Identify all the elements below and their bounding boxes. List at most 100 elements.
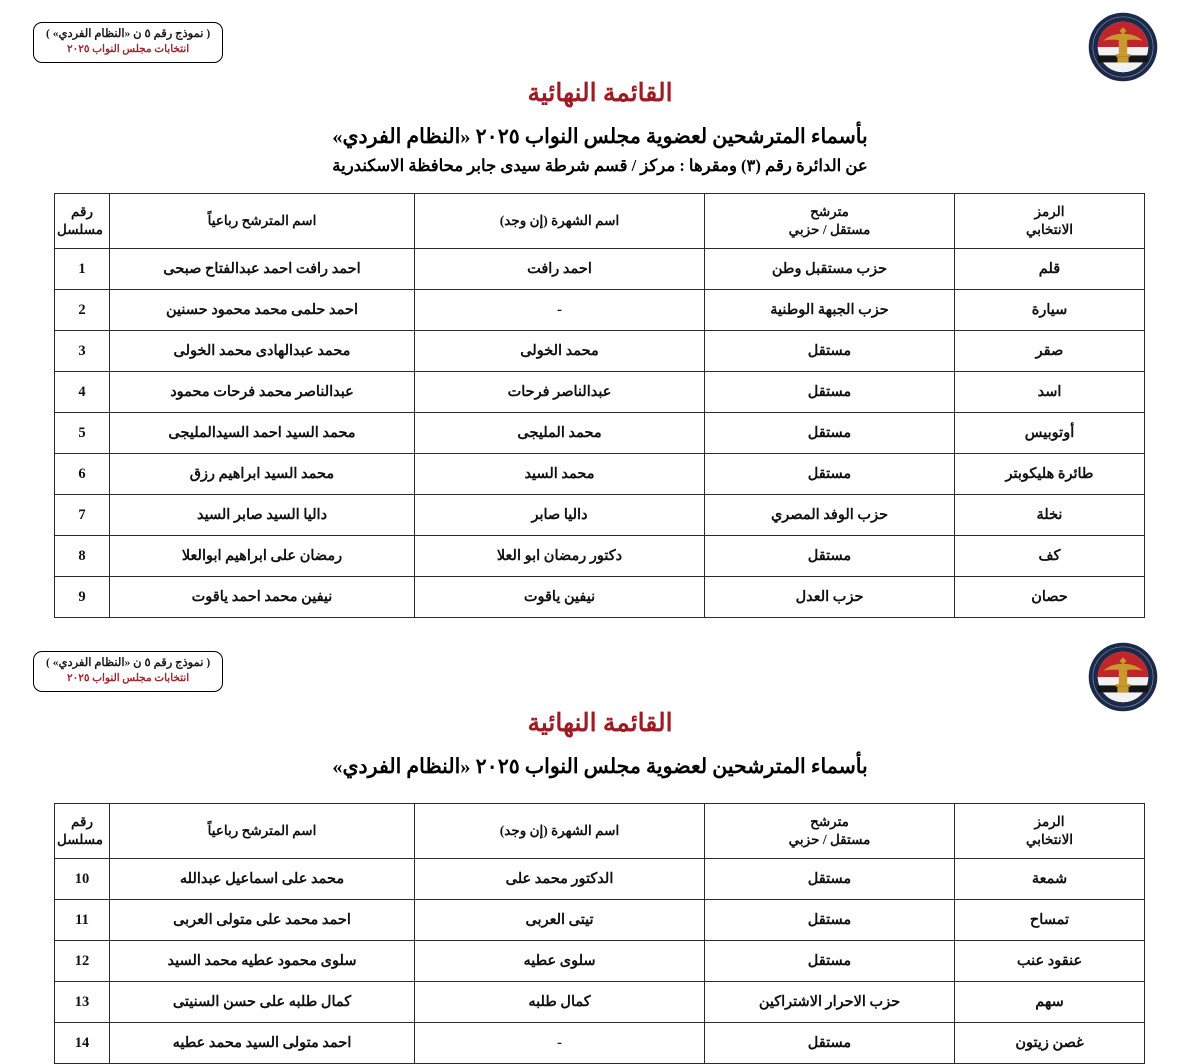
column-header-nickname: اسم الشهرة (إن وجد) (414, 803, 705, 859)
candidate-party-cell: مستقل (704, 371, 955, 413)
candidate-symbol-cell: اسد (954, 371, 1145, 413)
candidate-full-name-cell: محمد السيد احمد السيدالمليجى (109, 412, 415, 454)
title-block-2: القائمة النهائية بأسماء المترشحين لعضوية… (0, 700, 1200, 786)
candidate-symbol-cell: سيارة (954, 289, 1145, 331)
column-header-party-line1: مترشح (810, 813, 849, 829)
candidate-nickname-cell: نيفين ياقوت (414, 576, 705, 618)
candidate-serial-cell: 6 (54, 453, 110, 495)
form-stamp-box-2: ( نموذج رقم ٥ ن «النظام الفردي» ) انتخاب… (33, 651, 224, 692)
candidate-full-name-cell: محمد عبدالهادى محمد الخولى (109, 330, 415, 372)
candidate-serial-cell: 1 (54, 248, 110, 290)
table-row: سيارة حزب الجبهة الوطنية - احمد حلمى محمد م… (54, 289, 1145, 331)
candidate-serial-cell: 9 (54, 576, 110, 618)
candidate-full-name-cell: سلوى محمود عطيه محمد السيد (109, 940, 415, 982)
column-header-serial: رقم مسلسل (54, 803, 110, 859)
candidate-serial-cell: 3 (54, 330, 110, 372)
candidate-full-name-cell: كمال طلبه على حسن السنيتى (109, 981, 415, 1023)
candidates-table-2: الرمز الانتخابي مترشح مستقل / حزبي اسم ا… (54, 803, 1145, 1064)
candidate-symbol-cell: نخلة (954, 494, 1145, 536)
column-header-serial-line2: مسلسل (56, 832, 103, 847)
candidate-serial-cell: 14 (54, 1022, 110, 1064)
column-header-full-name-line1: اسم المترشح رباعياً (207, 212, 317, 228)
candidate-serial-cell: 12 (54, 940, 110, 982)
form-stamp-line-2-2: انتخابات مجلس النواب ٢٠٢٥ (66, 672, 190, 684)
section-divider-gap (0, 618, 1200, 638)
candidate-party-cell: حزب الاحرار الاشتراكين (704, 981, 955, 1023)
candidate-serial-cell: 4 (54, 371, 110, 413)
candidate-full-name-cell: داليا السيد صابر السيد (109, 494, 415, 536)
candidate-party-cell: مستقل (704, 453, 955, 495)
table-row: نخلة حزب الوفد المصري داليا صابر داليا السي… (54, 494, 1145, 536)
candidate-full-name-cell: محمد السيد ابراهيم رزق (109, 453, 415, 495)
form-stamp-line-1-2: ( نموذج رقم ٥ ن «النظام الفردي» ) (46, 657, 211, 669)
column-header-nickname: اسم الشهرة (إن وجد) (414, 193, 705, 249)
page-title-main-2: القائمة النهائية (527, 710, 673, 737)
candidate-full-name-cell: محمد على اسماعيل عبدالله (109, 858, 415, 900)
candidate-party-cell: مستقل (704, 535, 955, 577)
candidate-nickname-cell: سلوى عطيه (414, 940, 705, 982)
candidate-symbol-cell: أوتوبيس (954, 412, 1145, 454)
form-stamp-line-1: ( نموذج رقم ٥ ن «النظام الفردي» ) (46, 28, 211, 40)
candidate-party-cell: مستقل (704, 1022, 955, 1064)
candidate-nickname-cell: الدكتور محمد على (414, 858, 705, 900)
candidate-serial-cell: 10 (54, 858, 110, 900)
table-header-row: الرمز الانتخابي مترشح مستقل / حزبي اسم ا… (54, 193, 1145, 249)
column-header-serial-line1: رقم (71, 813, 93, 829)
table-row: تمساح مستقل تيتى العربى احمد محمد على متولى… (54, 899, 1145, 941)
table-row: حصان حزب العدل نيفين ياقوت نيفين محمد احمد … (54, 576, 1145, 618)
candidate-full-name-cell: احمد حلمى محمد محمود حسنين (109, 289, 415, 331)
candidate-symbol-cell: كف (954, 535, 1145, 577)
candidate-nickname-cell: - (414, 1022, 705, 1064)
candidate-full-name-cell: احمد محمد على متولى العربى (109, 899, 415, 941)
national-election-authority-emblem-icon (1088, 12, 1158, 82)
candidate-serial-cell: 7 (54, 494, 110, 536)
page-title-sub-2: بأسماء المترشحين لعضوية مجلس النواب ٢٠٢٥… (332, 756, 868, 778)
candidate-party-cell: حزب مستقبل وطن (704, 248, 955, 290)
candidate-nickname-cell: تيتى العربى (414, 899, 705, 941)
column-header-nickname-line1: اسم الشهرة (إن وجد) (499, 212, 620, 228)
column-header-symbol-line2: الانتخابي (1025, 832, 1074, 847)
column-header-symbol: الرمز الانتخابي (954, 193, 1145, 249)
column-header-party-line1: مترشح (810, 203, 849, 219)
table-row: سهم حزب الاحرار الاشتراكين كمال طلبه كمال ط… (54, 981, 1145, 1023)
table-row: طائرة هليكوبتر مستقل محمد السيد محمد السيد … (54, 453, 1145, 495)
table-row: صقر مستقل محمد الخولى محمد عبدالهادى محمد ا… (54, 330, 1145, 372)
candidate-full-name-cell: احمد رافت احمد عبدالفتاح صبحى (109, 248, 415, 290)
form-stamp-box: ( نموذج رقم ٥ ن «النظام الفردي» ) انتخاب… (33, 22, 224, 63)
candidate-symbol-cell: حصان (954, 576, 1145, 618)
column-header-serial: رقم مسلسل (54, 193, 110, 249)
candidates-table-body-1: قلم حزب مستقبل وطن احمد رافت احمد رافت احمد… (54, 248, 1145, 618)
candidate-nickname-cell: احمد رافت (414, 248, 705, 290)
candidate-symbol-cell: طائرة هليكوبتر (954, 453, 1145, 495)
table-row: شمعة مستقل الدكتور محمد على محمد على اسماعي… (54, 858, 1145, 900)
candidate-nickname-cell: كمال طلبه (414, 981, 705, 1023)
column-header-party-line2: مستقل / حزبي (788, 222, 871, 237)
candidates-table-1: الرمز الانتخابي مترشح مستقل / حزبي اسم ا… (54, 193, 1145, 618)
candidate-serial-cell: 13 (54, 981, 110, 1023)
column-header-symbol-line1: الرمز (1034, 813, 1065, 829)
form-stamp-line-2: انتخابات مجلس النواب ٢٠٢٥ (66, 43, 190, 55)
column-header-full-name: اسم المترشح رباعياً (109, 803, 415, 859)
column-header-full-name-line1: اسم المترشح رباعياً (207, 822, 317, 838)
national-election-authority-emblem-icon-2 (1088, 642, 1158, 712)
candidate-symbol-cell: قلم (954, 248, 1145, 290)
candidate-symbol-cell: تمساح (954, 899, 1145, 941)
candidate-serial-cell: 2 (54, 289, 110, 331)
candidate-full-name-cell: نيفين محمد احمد ياقوت (109, 576, 415, 618)
column-header-party: مترشح مستقل / حزبي (704, 193, 955, 249)
header-strip-2: ( نموذج رقم ٥ ن «النظام الفردي» ) انتخاب… (0, 638, 1200, 712)
candidate-nickname-cell: محمد السيد (414, 453, 705, 495)
district-line-1: عن الدائرة رقم (٣) ومقرها : مركز / قسم ش… (332, 156, 868, 175)
candidate-full-name-cell: احمد متولى السيد محمد عطيه (109, 1022, 415, 1064)
table-wrap-2: الرمز الانتخابي مترشح مستقل / حزبي اسم ا… (0, 803, 1200, 1064)
table-row: كف مستقل دكتور رمضان ابو العلا رمضان على اب… (54, 535, 1145, 577)
table-row: غصن زيتون مستقل - احمد متولى السيد محمد عطي… (54, 1022, 1145, 1064)
candidate-serial-cell: 5 (54, 412, 110, 454)
candidate-party-cell: مستقل (704, 412, 955, 454)
candidate-nickname-cell: داليا صابر (414, 494, 705, 536)
candidate-party-cell: حزب العدل (704, 576, 955, 618)
candidate-symbol-cell: عنقود عنب (954, 940, 1145, 982)
candidate-nickname-cell: دكتور رمضان ابو العلا (414, 535, 705, 577)
candidate-party-cell: حزب الجبهة الوطنية (704, 289, 955, 331)
title-block-1: القائمة النهائية بأسماء المترشحين لعضوية… (0, 70, 1200, 176)
